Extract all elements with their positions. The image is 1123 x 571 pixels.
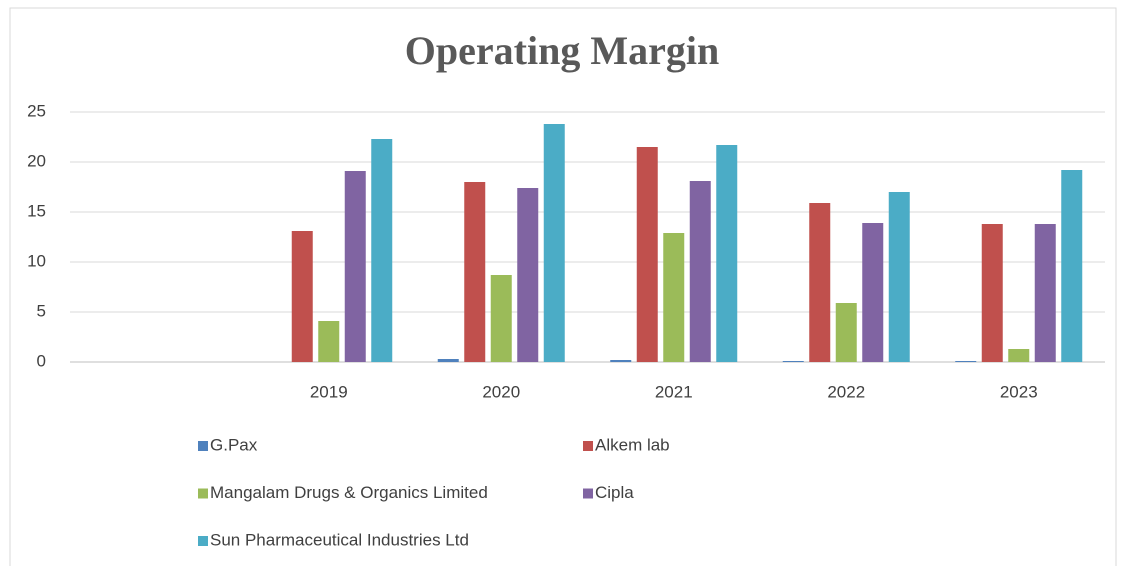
x-tick-label: 2023 — [1000, 382, 1038, 401]
bar — [610, 360, 632, 362]
bar — [862, 223, 884, 362]
bar — [689, 181, 711, 362]
legend-swatch — [583, 488, 593, 499]
y-tick-label: 5 — [37, 301, 46, 320]
y-tick-label: 15 — [27, 201, 46, 220]
bar — [981, 224, 1003, 362]
y-tick-label: 25 — [27, 101, 46, 120]
bar — [663, 233, 685, 362]
x-tick-label: 2022 — [827, 382, 865, 401]
bar — [1034, 224, 1056, 362]
bar — [464, 182, 486, 362]
bar — [835, 303, 857, 362]
y-tick-label: 10 — [27, 251, 46, 270]
bar — [543, 124, 565, 362]
legend-swatch — [198, 488, 208, 499]
bar — [809, 203, 831, 362]
legend-label: Mangalam Drugs & Organics Limited — [210, 483, 488, 502]
bar — [1008, 349, 1030, 362]
bar — [1061, 170, 1083, 362]
bar — [318, 321, 340, 362]
legend-label: Cipla — [595, 483, 634, 502]
chart-title: Operating Margin — [405, 28, 719, 73]
bar — [716, 145, 738, 362]
x-tick-label: 2021 — [655, 382, 693, 401]
bar — [437, 359, 459, 362]
y-tick-label: 20 — [27, 151, 46, 170]
bar — [371, 139, 393, 362]
y-tick-label: 0 — [37, 351, 46, 370]
legend-label: Sun Pharmaceutical Industries Ltd — [210, 530, 469, 549]
legend-swatch — [198, 441, 208, 451]
bar — [490, 275, 512, 362]
legend-label: Alkem lab — [595, 435, 670, 454]
bar — [517, 188, 539, 362]
legend-swatch — [583, 441, 593, 451]
bar — [344, 171, 366, 362]
bar — [782, 361, 804, 362]
x-tick-label: 2019 — [310, 382, 348, 401]
bar — [636, 147, 658, 362]
bar — [291, 231, 313, 362]
bar — [888, 192, 910, 362]
bar — [955, 361, 977, 362]
legend-swatch — [198, 536, 208, 546]
legend-label: G.Pax — [210, 435, 258, 454]
x-tick-label: 2020 — [482, 382, 520, 401]
